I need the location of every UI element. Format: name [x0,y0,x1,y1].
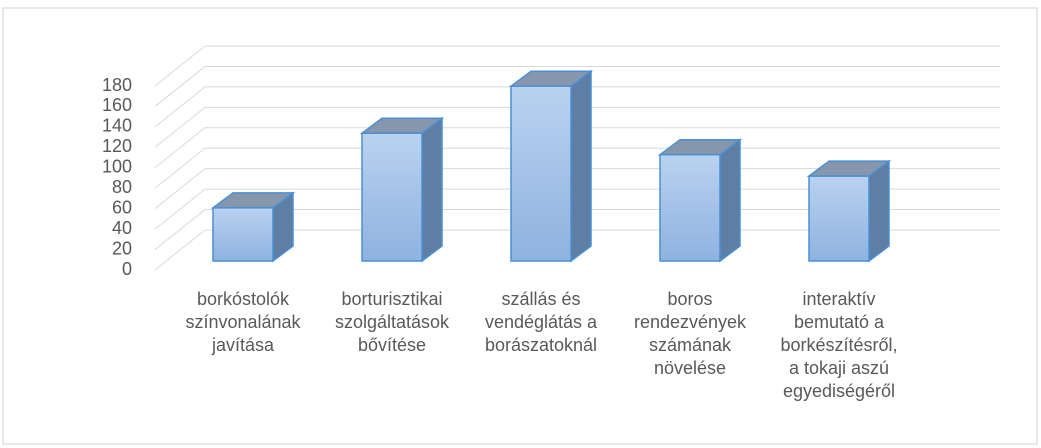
x-tick-label: interaktív bemutató a borkészítésről, a … [780,289,898,401]
chart-border [2,7,1038,445]
bar [210,191,296,263]
y-tick-label: 20 [112,238,132,258]
y-tick-label: 180 [102,75,132,95]
bar-face [510,85,572,262]
y-tick-label: 140 [102,116,132,136]
bar-face [808,175,870,262]
bar-face [212,207,274,262]
bar [359,116,445,263]
y-tick-label: 60 [112,197,132,217]
y-tick-label: 40 [112,218,132,238]
bar-face [361,132,423,262]
bar [806,159,892,263]
grid-line [154,106,1000,148]
bar-face [719,138,741,263]
x-tick-label: borkóstolók színvonalának javítása [185,289,301,355]
bar-face [868,159,890,263]
x-tick-label: szállás és vendéglátás a borászatoknál [484,289,598,355]
bar-face [659,153,721,262]
x-tick-label: borturisztikai szolgáltatások bővítése [334,289,450,355]
y-tick-label: 120 [102,136,132,156]
bar [508,69,594,263]
grid-line [154,127,1000,169]
x-tick-label: boros rendezvények számának növelése [633,289,747,378]
grid-line [154,45,1000,87]
grid-line [154,86,1000,128]
bar-face [570,69,592,263]
y-tick-label: 160 [102,95,132,115]
grid-line [154,65,1000,107]
y-tick-label: 80 [112,177,132,197]
y-tick-label: 100 [102,157,132,177]
bar-face [421,116,443,263]
bar [657,138,743,263]
y-tick-label: 0 [122,259,132,279]
